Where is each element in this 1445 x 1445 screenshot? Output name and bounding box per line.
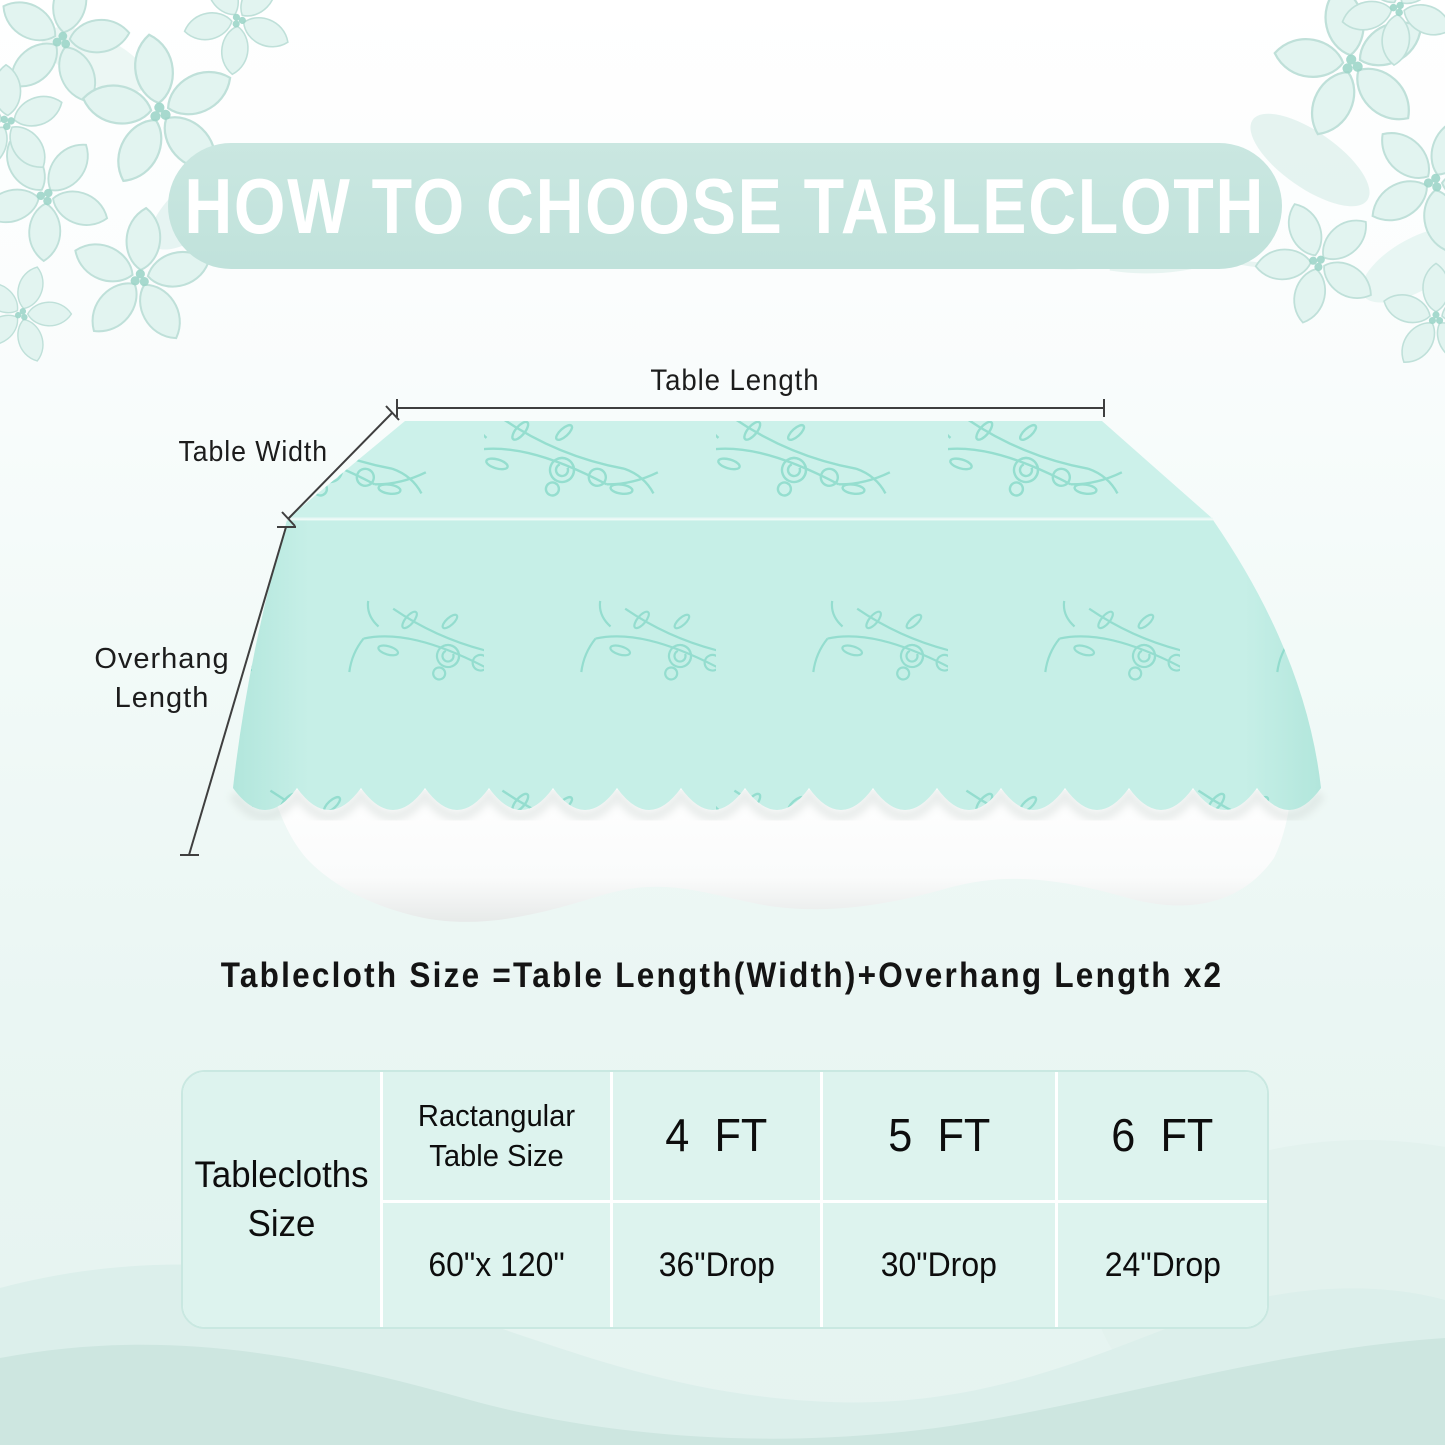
col-header-rect-size: Ractangular Table Size: [383, 1072, 613, 1203]
table-width-label: Table Width: [178, 436, 328, 468]
value-rect-size: 60"x 120": [383, 1203, 613, 1327]
page-title: HOW TO CHOOSE TABLECLOTH: [184, 161, 1266, 250]
row-header-cell: Tablecloths Size: [183, 1072, 383, 1327]
size-table: Tablecloths Size Ractangular Table Size …: [181, 1070, 1269, 1329]
lace-table-top: [287, 421, 1213, 519]
col-header-6ft: 6 FT: [1058, 1072, 1267, 1203]
table-width-line: [281, 405, 400, 527]
header-banner: HOW TO CHOOSE TABLECLOTH: [168, 143, 1282, 269]
measurement-lines: [180, 399, 1105, 856]
table-length-label: Table Length: [650, 364, 820, 397]
table-length-line: [396, 399, 1105, 417]
value-4ft-drop: 36"Drop: [613, 1203, 823, 1327]
overhang-length-label: Overhang Length: [94, 643, 230, 714]
overhang-length-line: [180, 526, 296, 856]
col-header-4ft: 4 FT: [613, 1072, 823, 1203]
lace-skirt: [233, 520, 1321, 810]
wave-dark: [0, 1338, 1445, 1445]
col-header-5ft: 5 FT: [823, 1072, 1058, 1203]
value-5ft-drop: 30"Drop: [823, 1203, 1058, 1327]
tablecloth-illustration: [228, 421, 1326, 922]
formula-text: Tablecloth Size =Table Length(Width)+Ove…: [221, 956, 1224, 995]
flower-cluster-top-right: [1230, 0, 1445, 371]
value-6ft-drop: 24"Drop: [1058, 1203, 1267, 1327]
